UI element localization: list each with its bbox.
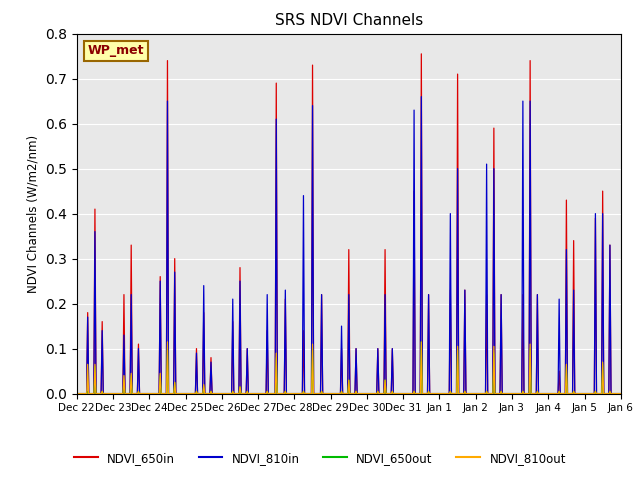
Text: WP_met: WP_met [88, 44, 144, 58]
NDVI_810in [305, 391, 313, 396]
NDVI_810out [164, 339, 172, 345]
NDVI_810in [167, 391, 175, 396]
NDVI_650out [617, 391, 625, 396]
NDVI_650in [606, 267, 614, 273]
Title: SRS NDVI Channels: SRS NDVI Channels [275, 13, 423, 28]
NDVI_810in [617, 391, 625, 396]
NDVI_810out [168, 391, 175, 396]
NDVI_810in [282, 287, 289, 293]
NDVI_810out [73, 391, 81, 396]
Line: NDVI_810in: NDVI_810in [77, 96, 621, 394]
NDVI_810out [305, 391, 313, 396]
NDVI_650out [305, 391, 313, 396]
NDVI_650out [73, 391, 81, 396]
NDVI_650in [282, 296, 289, 302]
NDVI_810in [548, 391, 556, 396]
NDVI_650in [135, 358, 143, 363]
Y-axis label: NDVI Channels (W/m2/nm): NDVI Channels (W/m2/nm) [26, 134, 40, 293]
NDVI_810out [606, 389, 614, 395]
Line: NDVI_650in: NDVI_650in [77, 54, 621, 394]
Line: NDVI_810out: NDVI_810out [77, 342, 621, 394]
NDVI_810in [73, 391, 81, 396]
NDVI_650in [167, 391, 175, 396]
NDVI_650out [417, 339, 425, 345]
NDVI_810out [548, 391, 556, 396]
NDVI_650out [548, 391, 556, 396]
NDVI_810out [135, 389, 143, 395]
NDVI_810in [417, 94, 425, 99]
Legend: NDVI_650in, NDVI_810in, NDVI_650out, NDVI_810out: NDVI_650in, NDVI_810in, NDVI_650out, NDV… [69, 447, 571, 469]
NDVI_810in [135, 361, 143, 367]
NDVI_650in [305, 391, 313, 396]
NDVI_650out [282, 388, 289, 394]
Line: NDVI_650out: NDVI_650out [77, 342, 621, 394]
NDVI_650in [617, 391, 625, 396]
NDVI_650out [606, 389, 614, 395]
NDVI_810in [606, 267, 614, 273]
NDVI_650out [167, 391, 175, 396]
NDVI_650in [417, 51, 425, 57]
NDVI_810out [282, 389, 289, 395]
NDVI_810out [617, 391, 625, 396]
NDVI_650in [73, 391, 81, 396]
NDVI_650out [135, 389, 143, 395]
NDVI_650in [548, 391, 556, 396]
